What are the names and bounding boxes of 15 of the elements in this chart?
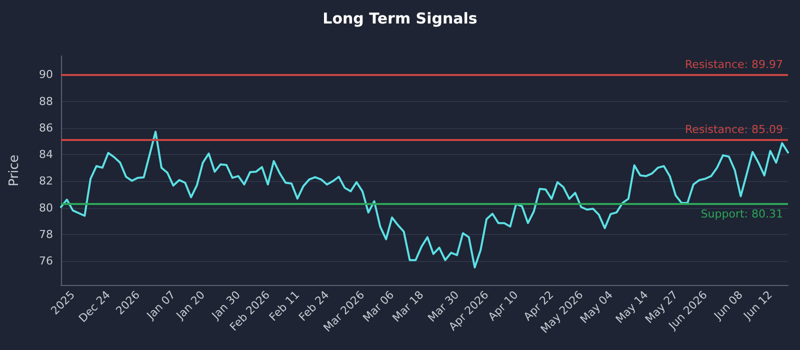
- y-tick-label: 90: [39, 68, 53, 82]
- chart-title: Long Term Signals: [322, 10, 478, 28]
- y-tick-label: 84: [39, 148, 53, 162]
- y-tick-label: 76: [39, 254, 53, 268]
- x-tick-label: Dec 24: [76, 288, 113, 325]
- y-axis-title: Price: [7, 154, 22, 186]
- y-tick-label: 88: [39, 94, 53, 108]
- ref-line-label: Resistance: 85.09: [685, 123, 783, 136]
- y-tick-label: 82: [39, 174, 53, 188]
- y-tick-label: 86: [39, 121, 53, 134]
- y-tick-label: 78: [39, 228, 53, 241]
- ref-line-label: Resistance: 89.97: [685, 58, 783, 72]
- ref-line-label: Support: 80.31: [700, 208, 783, 221]
- x-tick-label: Jun 08: [710, 288, 746, 323]
- y-tick-label: 80: [39, 201, 53, 214]
